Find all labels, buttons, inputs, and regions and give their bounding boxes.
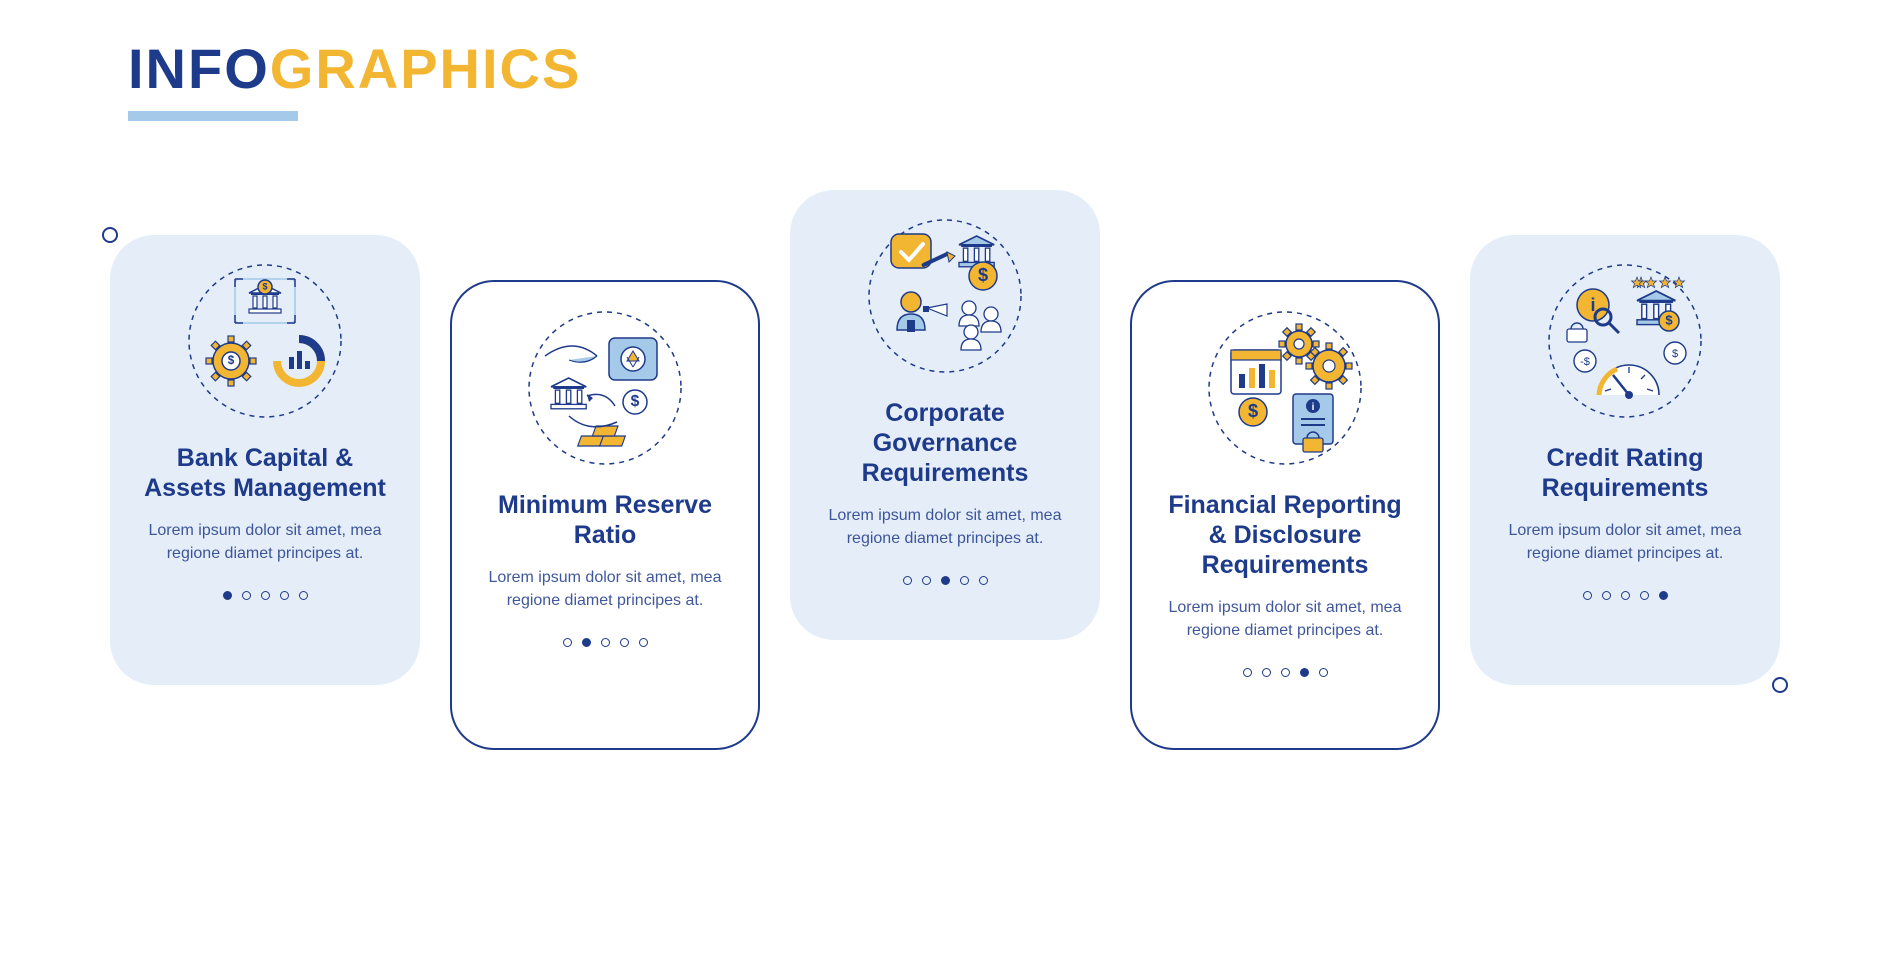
svg-text:-$: -$ [1580, 356, 1590, 368]
card-3: $ Corporate Governance Requirements Lorem… [790, 190, 1100, 640]
reserve-vault-gold-icon: $ [525, 308, 685, 468]
svg-text:$: $ [1672, 348, 1678, 360]
corner-dot-icon [1772, 677, 1788, 693]
dot-2 [242, 591, 251, 600]
dot-1 [223, 591, 232, 600]
card-body-outline: $ Minimum Reserve Ratio Lorem ipsum dolor… [450, 280, 760, 750]
pagination-dots [903, 576, 988, 585]
svg-text:$: $ [1248, 401, 1258, 421]
dot-3 [261, 591, 270, 600]
card-title: Credit Rating Requirements [1502, 443, 1748, 503]
card-text: Lorem ipsum dolor sit amet, mea regione … [1492, 519, 1758, 565]
cards-row: $ $ Bank Capital & Assets Management Lore… [110, 80, 1780, 750]
governance-people-icon: $ [865, 216, 1025, 376]
pagination-dots [563, 638, 648, 647]
card-2: $ Minimum Reserve Ratio Lorem ipsum dolor… [450, 280, 760, 750]
dot-1 [563, 638, 572, 647]
card-title: Minimum Reserve Ratio [484, 490, 726, 550]
dot-2 [1262, 668, 1271, 677]
dot-4 [1640, 591, 1649, 600]
dot-1 [903, 576, 912, 585]
svg-text:i: i [1312, 402, 1315, 413]
corner-dot-icon [102, 227, 118, 243]
card-1: $ $ Bank Capital & Assets Management Lore… [110, 235, 420, 685]
dot-5 [979, 576, 988, 585]
bank-gear-chart-icon: $ $ [185, 261, 345, 421]
dot-3 [601, 638, 610, 647]
card-body-filled: $ Corporate Governance Requirements Lorem… [790, 190, 1100, 640]
card-title: Corporate Governance Requirements [822, 398, 1068, 488]
dot-3 [941, 576, 950, 585]
dot-2 [1602, 591, 1611, 600]
dot-5 [299, 591, 308, 600]
svg-text:$: $ [978, 265, 988, 285]
card-body-filled: $ $ Bank Capital & Assets Management Lore… [110, 235, 420, 685]
dot-4 [620, 638, 629, 647]
pagination-dots [1583, 591, 1668, 600]
card-body-filled: $ i -$ $ Credit [1470, 235, 1780, 685]
card-title: Financial Reporting & Disclosure Require… [1164, 490, 1406, 580]
dot-1 [1583, 591, 1592, 600]
dot-5 [1319, 668, 1328, 677]
credit-rating-gauge-icon: $ i -$ $ [1545, 261, 1705, 421]
svg-text:$: $ [631, 393, 640, 410]
dot-1 [1243, 668, 1252, 677]
pagination-dots [223, 591, 308, 600]
dot-2 [922, 576, 931, 585]
card-5: $ i -$ $ Credit [1470, 235, 1780, 685]
card-title: Bank Capital & Assets Management [142, 443, 388, 503]
dot-4 [1300, 668, 1309, 677]
svg-text:$: $ [228, 354, 235, 367]
svg-text:i: i [1590, 295, 1595, 315]
card-text: Lorem ipsum dolor sit amet, mea regione … [132, 519, 398, 565]
dot-5 [639, 638, 648, 647]
dot-3 [1621, 591, 1630, 600]
card-text: Lorem ipsum dolor sit amet, mea regione … [812, 504, 1078, 550]
pagination-dots [1243, 668, 1328, 677]
report-gears-lock-icon: $ i [1205, 308, 1365, 468]
dot-4 [280, 591, 289, 600]
dot-3 [1281, 668, 1290, 677]
card-4: $ i Financial Reporting & Disclosure Req… [1130, 280, 1440, 750]
svg-text:$: $ [262, 281, 267, 291]
dot-4 [960, 576, 969, 585]
card-text: Lorem ipsum dolor sit amet, mea regione … [474, 566, 736, 612]
dot-5 [1659, 591, 1668, 600]
dot-2 [582, 638, 591, 647]
card-text: Lorem ipsum dolor sit amet, mea regione … [1154, 596, 1416, 642]
svg-text:$: $ [1665, 313, 1673, 328]
card-body-outline: $ i Financial Reporting & Disclosure Req… [1130, 280, 1440, 750]
